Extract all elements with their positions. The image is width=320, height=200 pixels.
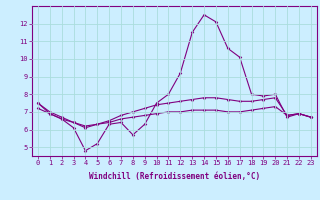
X-axis label: Windchill (Refroidissement éolien,°C): Windchill (Refroidissement éolien,°C) <box>89 172 260 181</box>
